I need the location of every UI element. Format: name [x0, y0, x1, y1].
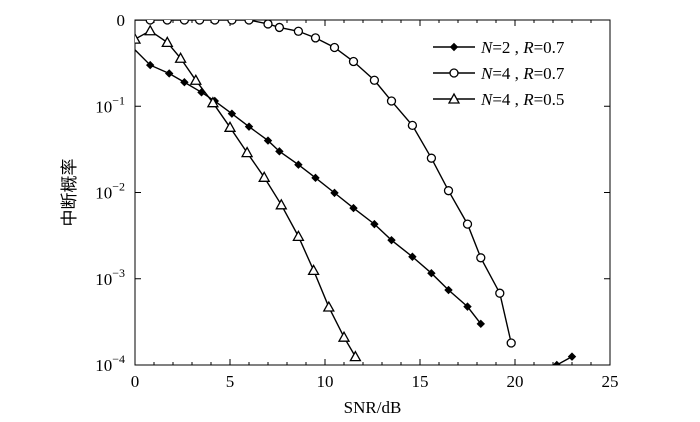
data-point [293, 26, 304, 36]
data-point [552, 360, 562, 365]
data-point [189, 73, 202, 85]
data-point [407, 120, 418, 131]
data-point [476, 253, 486, 263]
legend-label: N=4 , R=0.7 [480, 64, 565, 83]
data-point [292, 230, 305, 242]
data-point [369, 75, 380, 85]
data-point [349, 203, 358, 213]
data-point [258, 170, 271, 182]
data-point [240, 146, 254, 158]
x-tick-label: 25 [602, 372, 619, 391]
data-point [145, 20, 155, 25]
legend-label: N=4 , R=0.5 [480, 90, 564, 109]
data-point [162, 20, 172, 25]
data-point [444, 285, 453, 295]
data-point [329, 42, 340, 53]
data-point [322, 300, 335, 312]
data-point [495, 288, 505, 298]
x-tick-label: 20 [507, 372, 524, 391]
data-point [463, 302, 472, 311]
x-tick-label: 10 [317, 372, 334, 391]
x-tick-label: 0 [131, 372, 140, 391]
series-line [135, 29, 357, 357]
data-point [443, 186, 454, 196]
series-3 [135, 24, 362, 362]
data-point [348, 56, 359, 67]
data-point [310, 33, 321, 43]
data-point [274, 22, 285, 33]
data-point [567, 352, 577, 361]
data-point [227, 109, 237, 118]
data-point [145, 60, 155, 70]
y-axis: 0 10−1 10−2 10−3 10−4 [95, 11, 610, 375]
data-point [476, 319, 486, 329]
data-point [206, 96, 220, 108]
data-point [275, 198, 288, 210]
data-point [449, 42, 459, 52]
data-point [307, 264, 320, 276]
data-point [370, 219, 379, 229]
data-point [244, 20, 254, 25]
x-tick-label: 15 [412, 372, 429, 391]
legend-item: N=4 , R=0.7 [433, 64, 565, 83]
data-point [294, 160, 303, 169]
data-point [408, 252, 417, 261]
data-point [179, 20, 190, 25]
data-point [311, 173, 320, 183]
data-point [275, 147, 284, 156]
data-point [386, 96, 397, 106]
data-point [447, 92, 461, 104]
legend-item: N=4 , R=0.5 [433, 90, 564, 109]
legend: N=2 , R=0.7 N=4 , R=0.7 N=4 , R=0.5 [433, 38, 565, 109]
data-point [330, 188, 339, 198]
data-point [387, 235, 396, 245]
data-point [161, 36, 174, 48]
data-point [174, 51, 187, 63]
data-point [462, 219, 473, 229]
x-axis-label: SNR/dB [344, 398, 402, 417]
y-tick-label: 10−4 [95, 352, 125, 375]
data-point [194, 20, 205, 25]
data-point [426, 153, 437, 163]
legend-label: N=2 , R=0.7 [480, 38, 565, 57]
series-layer [135, 20, 577, 365]
data-point [144, 24, 157, 36]
data-point [263, 20, 273, 29]
x-tick-label: 5 [226, 372, 235, 391]
data-point [349, 350, 362, 362]
y-tick-label: 10−2 [95, 180, 125, 203]
data-point [164, 69, 174, 78]
data-point [263, 136, 273, 145]
series-line [135, 49, 482, 325]
y-tick-label: 10−1 [95, 93, 125, 116]
y-tick-label: 0 [117, 11, 126, 30]
legend-item: N=2 , R=0.7 [433, 38, 565, 57]
data-point [506, 338, 516, 348]
data-point [180, 78, 189, 87]
data-point [135, 32, 142, 44]
data-point [227, 20, 237, 25]
data-point [337, 330, 351, 342]
series-2 [135, 20, 516, 348]
data-point [210, 20, 220, 25]
y-tick-label: 10−3 [95, 266, 125, 289]
data-point [449, 68, 459, 78]
y-axis-label: 中断概率 [60, 159, 79, 227]
data-point [244, 122, 254, 131]
data-point [223, 120, 237, 132]
data-point [427, 268, 436, 278]
